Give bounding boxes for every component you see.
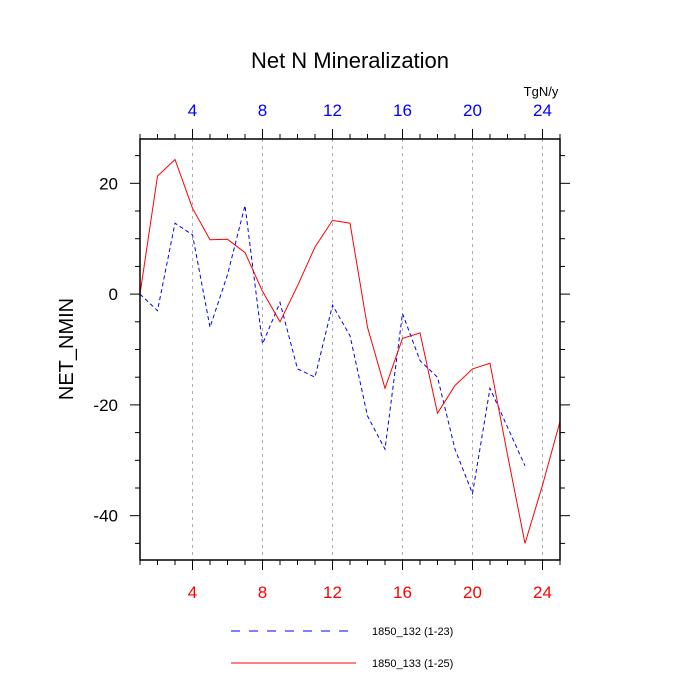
ticks [130, 129, 570, 570]
x-tick-label-top: 20 [463, 101, 482, 120]
y-axis-label: NET_NMIN [56, 298, 78, 400]
x-tick-label-top: 16 [393, 101, 412, 120]
grid [192, 139, 543, 560]
x-tick-label-top: 8 [258, 101, 267, 120]
series-line-1 [140, 205, 526, 496]
chart-title: Net N Mineralization [251, 48, 449, 73]
x-tick-label-top: 24 [533, 101, 552, 120]
x-tick-label-bottom: 16 [393, 583, 412, 602]
x-tick-label-bottom: 8 [258, 583, 267, 602]
x-tick-label-bottom: 12 [323, 583, 342, 602]
legend-label-1: 1850_132 (1-23) [372, 626, 453, 638]
x-tick-label-bottom: 4 [188, 583, 197, 602]
series-group [140, 158, 560, 544]
x-tick-label-top: 4 [188, 101, 197, 120]
units-label: TgN/y [524, 84, 559, 99]
y-tick-label: -40 [93, 507, 118, 526]
legend: 1850_132 (1-23) 1850_133 (1-25) [231, 626, 453, 670]
x-tick-label-bottom: 24 [533, 583, 552, 602]
x-tick-label-bottom: 20 [463, 583, 482, 602]
y-tick-label: 0 [109, 285, 118, 304]
tick-labels: 4 4 8 8 12 12 16 16 20 20 24 24 20 0 -20 -40 [93, 101, 552, 602]
plot-frame [139, 138, 561, 561]
y-tick-label: 20 [99, 174, 118, 193]
x-tick-label-top: 12 [323, 101, 342, 120]
y-tick-label: -20 [93, 396, 118, 415]
series-line-2 [140, 158, 560, 544]
legend-label-2: 1850_133 (1-25) [372, 658, 453, 670]
